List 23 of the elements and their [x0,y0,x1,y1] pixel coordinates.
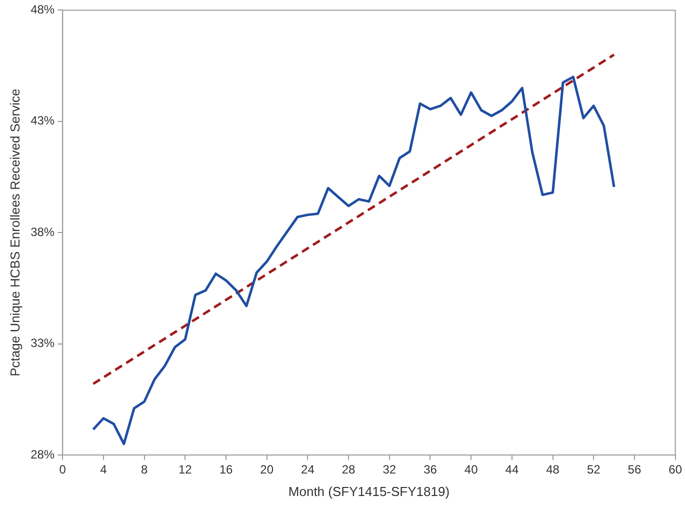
x-tick-label: 20 [260,462,274,477]
y-tick-label: 28% [30,447,55,462]
x-axis-title: Month (SFY1415-SFY1819) [288,484,450,499]
x-tick-label: 40 [464,462,478,477]
x-tick-label: 8 [140,462,148,477]
x-tick-label: 52 [586,462,601,477]
x-tick-label: 4 [100,462,108,477]
x-tick-label: 44 [505,462,519,477]
y-tick-label: 43% [30,114,55,128]
y-tick-label: 33% [30,336,55,350]
x-tick-label: 32 [382,462,396,477]
x-tick-label: 56 [628,462,642,477]
x-tick-label: 16 [219,462,233,477]
y-tick-label: 38% [30,224,55,239]
x-tick-label: 12 [178,462,192,477]
x-tick-label: 60 [668,462,682,477]
x-tick-label: 48 [546,462,560,477]
x-tick-label: 28 [342,462,356,477]
x-tick-label: 36 [424,462,438,477]
y-axis-title: Pctage Unique HCBS Enrollees Received Service [7,88,22,376]
x-tick-label: 0 [59,462,66,477]
x-tick-label: 24 [301,462,315,477]
y-tick-label: 48% [30,2,55,17]
